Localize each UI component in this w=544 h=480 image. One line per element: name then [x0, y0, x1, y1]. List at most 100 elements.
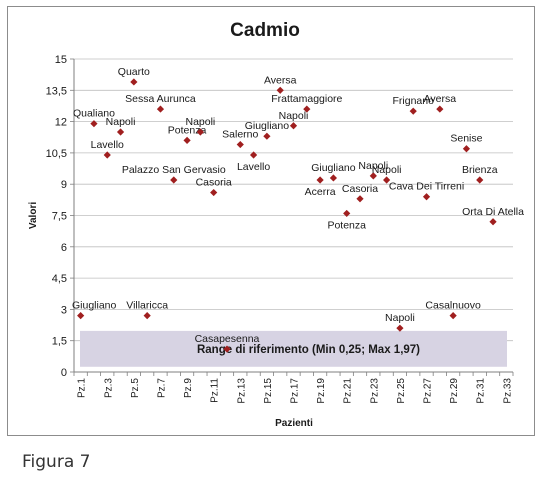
data-point-marker — [183, 136, 191, 144]
y-tick-label: 15 — [55, 54, 67, 66]
x-tick-label: Pz.9 — [183, 378, 194, 398]
data-point-label: Frignano — [393, 95, 435, 107]
x-tick-label: Pz.19 — [316, 378, 327, 404]
data-point-label: Giugliano — [245, 120, 290, 132]
y-tick-label: 12 — [55, 117, 67, 129]
reference-range-rect — [80, 330, 507, 367]
data-point-marker — [170, 176, 178, 184]
data-point-marker — [130, 78, 138, 86]
y-tick-label: 10,5 — [46, 148, 67, 160]
y-tick-label: 13,5 — [46, 85, 67, 97]
data-point-label: Potenza — [168, 124, 207, 136]
data-point-label: Napoli — [279, 110, 309, 122]
chart-title: Cadmio — [230, 20, 300, 41]
data-point-label: Palazzo San Gervasio — [122, 164, 226, 176]
x-tick-label: Pz.13 — [236, 378, 247, 404]
data-point-marker — [409, 107, 417, 115]
data-point-label: Acerra — [305, 186, 336, 198]
x-tick-label: Pz.15 — [263, 378, 274, 404]
data-point-marker — [116, 128, 125, 136]
data-point-marker — [476, 176, 484, 184]
data-point-marker — [396, 324, 404, 332]
y-tick-label: 7,5 — [52, 211, 67, 223]
data-point-label: Cava Dei Tirreni — [389, 181, 464, 193]
data-point-marker — [210, 188, 218, 197]
x-tick-label: Pz.7 — [156, 378, 167, 398]
data-point-marker — [156, 105, 165, 113]
x-tick-label: Pz.21 — [343, 378, 354, 404]
x-tick-label: Pz.17 — [290, 378, 301, 404]
data-point-marker — [143, 312, 151, 320]
data-point-label: Napoli — [358, 160, 388, 172]
x-axis-label: Pazienti — [275, 418, 313, 429]
data-point-marker — [249, 151, 258, 159]
data-point-marker — [316, 176, 324, 184]
data-point-label: Orta Di Atella — [462, 206, 524, 218]
data-point-label: Napoli — [385, 312, 415, 324]
x-tick-label: Pz.27 — [423, 378, 434, 404]
data-point-marker — [303, 105, 311, 113]
data-point-label: Aversa — [264, 74, 297, 86]
data-point-label: Lavello — [91, 139, 124, 151]
y-tick-label: 3 — [61, 304, 67, 316]
x-tick-label: Pz.25 — [396, 378, 407, 404]
data-point-marker — [263, 132, 271, 140]
data-point-marker — [289, 122, 298, 130]
x-tick-label: Pz.11 — [210, 378, 221, 403]
data-point-marker — [383, 176, 391, 184]
data-point-marker — [196, 128, 204, 136]
data-points: Giugliano Qualiano Lavello Napoli Quarto Vill… — [72, 66, 524, 353]
data-point-label: Giugliano — [72, 300, 117, 312]
data-point-label: Napoli — [185, 116, 215, 128]
y-axis-label: Valori — [28, 202, 39, 229]
data-point-label: Napoli — [372, 164, 402, 176]
data-point-label: Qualiano — [73, 108, 115, 120]
data-point-marker — [103, 151, 111, 159]
data-point-marker — [449, 312, 457, 320]
data-point-marker — [276, 86, 284, 94]
data-point-label: Senise — [450, 133, 482, 145]
data-point-marker — [489, 218, 497, 226]
data-point-marker — [343, 209, 351, 218]
axes: 0 1,5 3 4,5 6 7,5 9 10,5 12 13,5 15 Pz.1 Pz.3 Pz.5 Pz.… — [46, 54, 514, 404]
data-point-marker — [462, 145, 471, 153]
y-tick-label: 1,5 — [52, 336, 67, 348]
y-tick-label: 0 — [61, 367, 67, 379]
data-point-label: Napoli — [106, 116, 136, 128]
data-point-label: Casapesenna — [195, 333, 260, 345]
y-tick-label: 4,5 — [52, 273, 67, 285]
data-point-label: Quarto — [118, 66, 150, 78]
reference-range-label: Range di riferimento (Min 0,25; Max 1,97… — [197, 344, 420, 356]
data-point-label: Frattamaggiore — [271, 93, 342, 105]
data-point-label: Brienza — [462, 164, 498, 176]
x-tick-label: Pz.23 — [369, 378, 380, 404]
reference-range-band: Range di riferimento (Min 0,25; Max 1,97… — [80, 330, 507, 367]
y-tick-label: 6 — [61, 242, 67, 254]
x-tick-label: Pz.5 — [130, 378, 141, 398]
figure-caption: Figura 7 — [22, 452, 91, 472]
data-point-label: Salerno — [222, 129, 258, 141]
data-point-marker — [422, 193, 431, 201]
y-tick-label: 9 — [61, 179, 67, 191]
data-point-label: Potenza — [327, 219, 366, 231]
data-point-label: Casoria — [196, 177, 232, 189]
data-point-marker — [223, 345, 231, 353]
data-point-marker — [436, 105, 444, 113]
data-point-label: Villaricca — [126, 300, 168, 312]
data-point-marker — [90, 120, 98, 128]
data-point-label: Sessa Aurunca — [125, 93, 196, 105]
data-point-marker — [77, 312, 85, 320]
data-point-label: Casalnuovo — [425, 300, 481, 312]
data-point-marker — [369, 172, 377, 180]
data-point-marker — [329, 174, 338, 182]
data-point-label: Giugliano — [311, 162, 356, 174]
data-point-label: Casoria — [342, 183, 378, 195]
x-tick-label: Pz.31 — [476, 378, 487, 404]
x-tick-label: Pz.3 — [103, 378, 114, 398]
x-tick-label: Pz.29 — [449, 378, 460, 404]
data-point-marker — [236, 140, 244, 149]
data-point-marker — [356, 195, 364, 203]
x-tick-label: Pz.33 — [502, 378, 513, 404]
data-point-label: Aversa — [424, 93, 457, 105]
